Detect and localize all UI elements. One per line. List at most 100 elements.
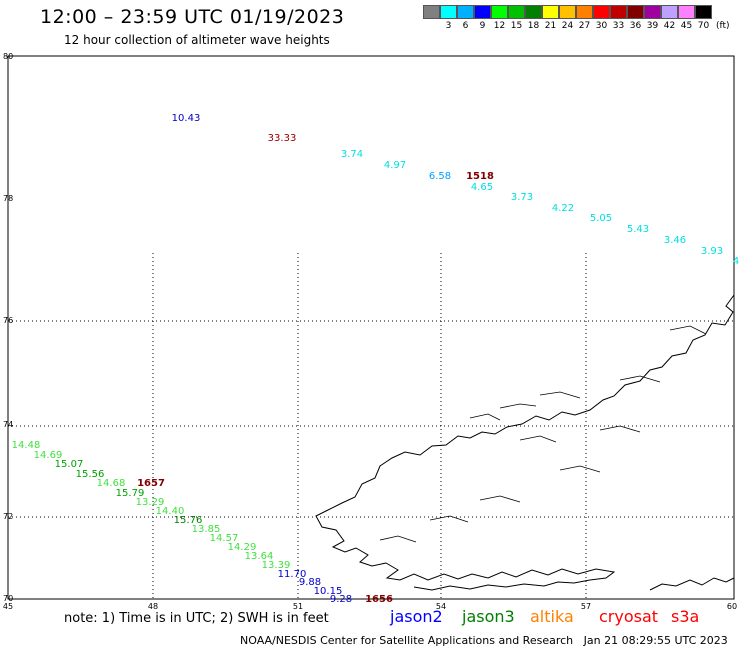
timestamp: Jan 21 08:29:55 UTC 2023 — [583, 634, 728, 647]
wave-height-label: 4.97 — [384, 160, 406, 171]
scale-swatch — [508, 5, 525, 19]
credit-text: NOAA/NESDIS Center for Satellite Applica… — [240, 634, 574, 647]
wave-height-label: 14.48 — [12, 440, 41, 451]
wave-height-label: 4.22 — [552, 203, 574, 214]
scale-label: 33 — [612, 21, 625, 31]
wave-height-label: 15.07 — [55, 459, 84, 470]
lon-label-51: 51 — [293, 602, 303, 611]
scale-swatch — [576, 5, 593, 19]
scale-swatch — [423, 5, 440, 19]
wave-height-label: 15.79 — [116, 488, 145, 499]
wave-height-label: 14.69 — [34, 450, 63, 461]
footnote: note: 1) Time is in UTC; 2) SWH is in fe… — [64, 611, 329, 626]
scale-label: 39 — [646, 21, 659, 31]
scale-swatch — [474, 5, 491, 19]
satellite-jason3: jason3 — [462, 607, 515, 626]
scale-swatch — [440, 5, 457, 19]
scale-swatch — [644, 5, 661, 19]
wave-height-label: 15.56 — [76, 469, 105, 480]
wave-height-label: 13.85 — [192, 524, 221, 535]
lon-label-48: 48 — [148, 602, 158, 611]
wave-height-label: 5.43 — [627, 224, 649, 235]
wave-height-label: 13.29 — [136, 497, 165, 508]
scale-swatch — [678, 5, 695, 19]
wave-height-label: 14.29 — [228, 542, 257, 553]
scale-label: 6 — [462, 21, 469, 31]
wave-height-label: 10.43 — [172, 113, 201, 124]
scale-unit: (ft) — [716, 21, 730, 31]
wave-height-label: 15.76 — [174, 515, 203, 526]
wave-height-label: 5.05 — [590, 213, 612, 224]
wave-height-label: 14.40 — [156, 506, 185, 517]
coastline-south — [649, 577, 735, 591]
wave-height-label: 14.68 — [97, 478, 126, 489]
scale-label: 12 — [493, 21, 506, 31]
scale-swatch — [542, 5, 559, 19]
satellite-cryosat: cryosat — [599, 607, 659, 626]
time-label: 1656 — [365, 594, 393, 605]
lat-label-70: 70 — [3, 594, 13, 603]
wave-height-label: 9.88 — [299, 577, 321, 588]
lat-label-76: 76 — [3, 316, 13, 325]
wave-height-label: 13.39 — [262, 560, 291, 571]
scale-label: 3 — [445, 21, 452, 31]
wave-height-label: 3.73 — [511, 192, 533, 203]
time-label: 1657 — [137, 478, 165, 489]
lon-label-60: 60 — [727, 602, 737, 611]
scale-swatch — [593, 5, 610, 19]
color-scale — [423, 5, 712, 19]
scale-label: 45 — [680, 21, 693, 31]
scale-label: 18 — [527, 21, 540, 31]
wave-height-label: 4.65 — [471, 182, 493, 193]
scale-swatch — [457, 5, 474, 19]
wave-height-label: 14.57 — [210, 533, 239, 544]
satellite-s3a: s3a — [671, 607, 700, 626]
map-title: 12:00 – 23:59 UTC 01/19/2023 — [40, 6, 345, 28]
lon-label-54: 54 — [436, 602, 446, 611]
wave-height-label: 3.93 — [701, 246, 723, 257]
wave-height-label: 13.64 — [245, 551, 274, 562]
scale-swatch — [559, 5, 576, 19]
scale-swatch — [491, 5, 508, 19]
scale-label: 70 — [697, 21, 710, 31]
scale-swatch — [610, 5, 627, 19]
scale-label: 21 — [544, 21, 557, 31]
lat-label-80: 80 — [3, 52, 13, 61]
latitude-labels: 80 78 76 74 72 70 — [3, 52, 13, 603]
scale-label: 24 — [561, 21, 574, 31]
scale-label: 42 — [663, 21, 676, 31]
scale-label: 30 — [595, 21, 608, 31]
map-frame — [7, 55, 735, 600]
map-subtitle: 12 hour collection of altimeter wave hei… — [64, 33, 330, 47]
wave-height-label: 10.15 — [314, 586, 343, 597]
wave-height-label: 33.33 — [268, 133, 297, 144]
scale-swatch — [525, 5, 542, 19]
wave-height-label: 11.70 — [278, 569, 307, 580]
satellite-altika: altika — [530, 607, 574, 626]
scale-label: 15 — [510, 21, 523, 31]
satellite-jason2: jason2 — [390, 607, 443, 626]
lat-label-72: 72 — [3, 512, 13, 521]
lat-label-78: 78 — [3, 194, 13, 203]
color-scale-labels: 3 6 9 12 15 18 21 24 27 30 33 36 39 42 45 70 — [423, 21, 712, 31]
coastline — [315, 294, 735, 591]
lon-label-45: 45 — [3, 602, 13, 611]
scale-label: 9 — [479, 21, 486, 31]
graticule — [8, 253, 734, 599]
wave-height-label: 3.46 — [664, 235, 686, 246]
wave-height-label: 9.28 — [330, 594, 352, 605]
time-label: 1518 — [466, 171, 494, 182]
lon-label-57: 57 — [581, 602, 591, 611]
longitude-labels: 45 48 51 54 57 60 — [3, 602, 737, 611]
scale-swatch — [661, 5, 678, 19]
wave-height-label: 6.58 — [429, 171, 451, 182]
scale-swatch — [627, 5, 644, 19]
scale-label: 27 — [578, 21, 591, 31]
wave-height-label: 4 — [733, 256, 739, 267]
wave-height-label: 3.74 — [341, 149, 363, 160]
lat-label-74: 74 — [3, 420, 13, 429]
scale-swatch — [695, 5, 712, 19]
